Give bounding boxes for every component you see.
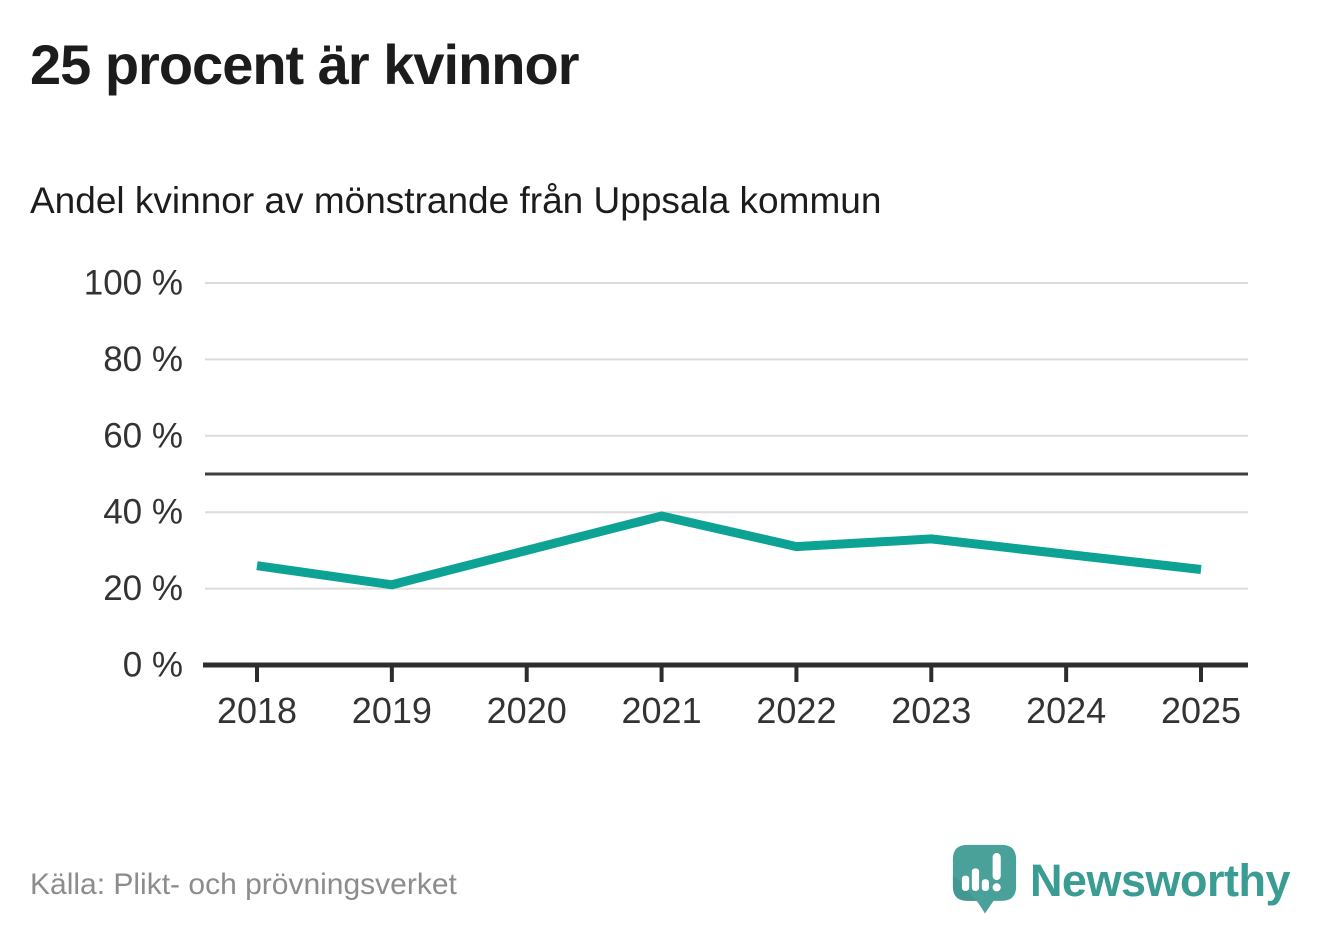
chart-svg: 0 % 20 % 40 % 60 % 80 % 100 % 2018 2019 2020 2021…	[84, 264, 1248, 731]
brand-wordmark: Newsworthy	[1029, 855, 1291, 906]
x-tick-label-2020: 2020	[487, 690, 567, 731]
y-tick-label-0: 0 %	[123, 646, 183, 685]
newsworthy-speech-bubble-barchart-icon	[952, 844, 1017, 914]
x-tick-label-2023: 2023	[891, 690, 971, 731]
bar-tall-icon	[971, 868, 980, 891]
y-tick-label-60: 60 %	[103, 416, 183, 455]
exclamation-bar-icon	[992, 853, 1001, 881]
x-tick-label-2025: 2025	[1161, 690, 1241, 731]
y-tick-label-20: 20 %	[103, 569, 183, 608]
y-tick-label-40: 40 %	[103, 493, 183, 532]
x-tick-label-2018: 2018	[217, 690, 297, 731]
y-tick-label-80: 80 %	[103, 340, 183, 379]
exclamation-dot-icon	[992, 883, 1001, 892]
chart-subtitle: Andel kvinnor av mönstrande från Uppsala…	[30, 180, 882, 221]
x-tick-label-2021: 2021	[622, 690, 702, 731]
bubble-shadow-shape	[952, 876, 983, 909]
x-tick-label-2019: 2019	[352, 690, 432, 731]
page-title: 25 procent är kvinnor	[30, 33, 580, 96]
line-chart: 0 % 20 % 40 % 60 % 80 % 100 % 2018 2019 2020 2021…	[0, 255, 1322, 765]
x-tick-label-2024: 2024	[1026, 690, 1106, 731]
bar-short-icon	[981, 879, 989, 891]
newsworthy-logo: Newsworthy	[952, 843, 1291, 919]
y-tick-label-100: 100 %	[84, 264, 183, 303]
data-line-series-0	[256, 511, 1202, 590]
source-note: Källa: Plikt- och prövningsverket	[30, 868, 457, 901]
bar-small-icon	[961, 875, 970, 891]
barchart-glyph	[961, 853, 1001, 892]
x-tick-label-2022: 2022	[756, 690, 836, 731]
